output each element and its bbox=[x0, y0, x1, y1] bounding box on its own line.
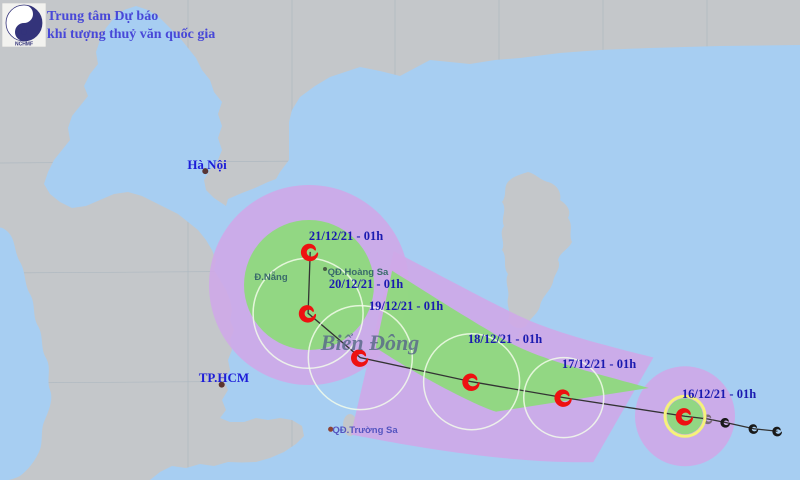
svg-text:16/12/21 - 01h: 16/12/21 - 01h bbox=[682, 387, 756, 401]
svg-text:20/12/21 - 01h: 20/12/21 - 01h bbox=[329, 277, 403, 291]
svg-text:19/12/21 - 01h: 19/12/21 - 01h bbox=[369, 299, 443, 313]
svg-text:Hà Nội: Hà Nội bbox=[187, 157, 227, 172]
svg-text:21/12/21 - 01h: 21/12/21 - 01h bbox=[309, 229, 383, 243]
svg-text:18/12/21 - 01h: 18/12/21 - 01h bbox=[468, 332, 542, 346]
svg-text:Biển Đông: Biển Đông bbox=[320, 330, 419, 355]
svg-text:TP.HCM: TP.HCM bbox=[199, 370, 249, 385]
svg-text:QĐ.Trường Sa: QĐ.Trường Sa bbox=[332, 425, 398, 436]
svg-text:17/12/21 - 01h: 17/12/21 - 01h bbox=[562, 357, 636, 371]
svg-text:NCHMF: NCHMF bbox=[15, 42, 33, 48]
svg-text:Đ.Nẵng: Đ.Nẵng bbox=[254, 271, 287, 283]
